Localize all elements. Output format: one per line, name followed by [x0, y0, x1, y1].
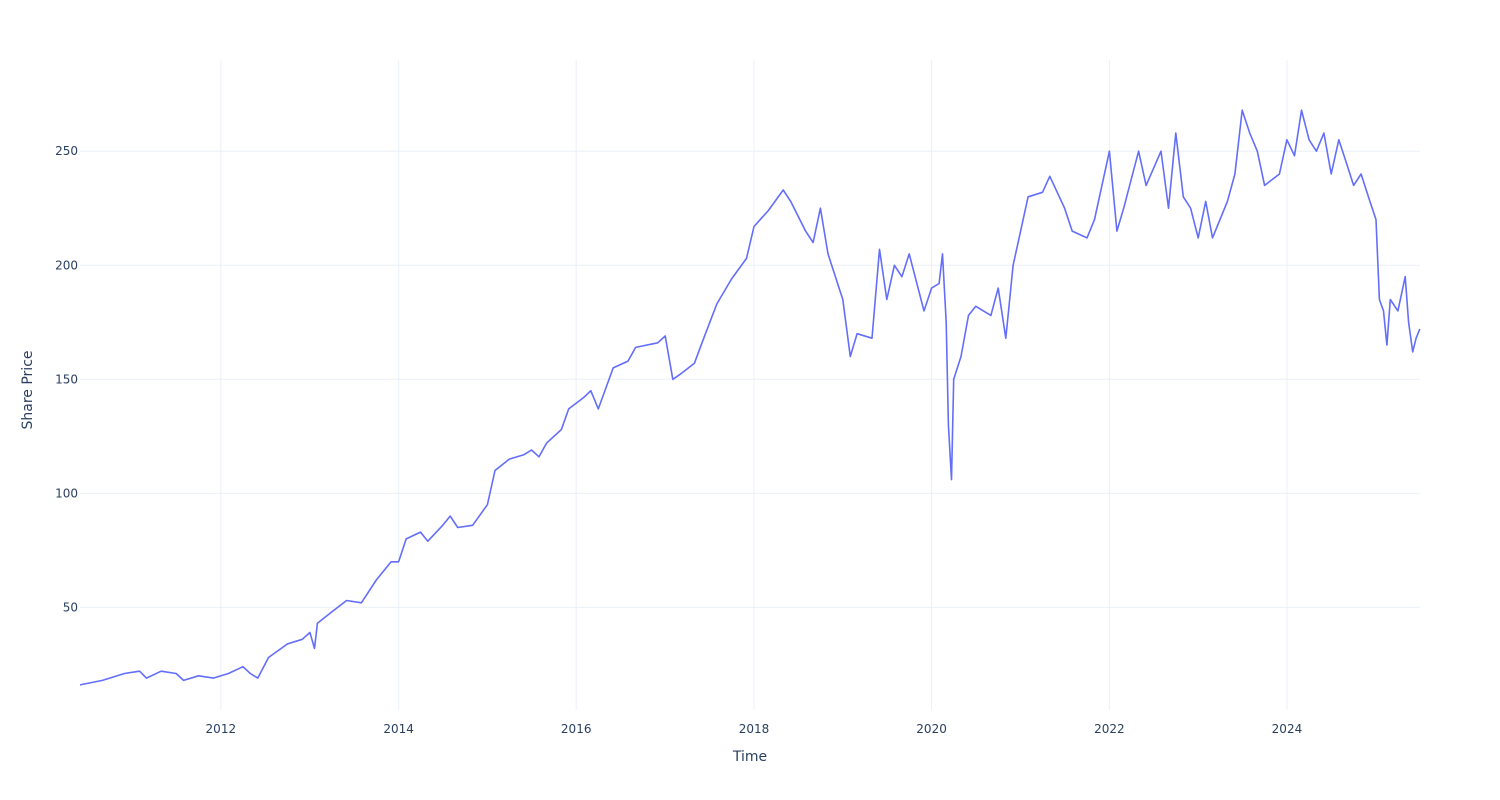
y-tick-label: 150 — [55, 372, 78, 386]
y-tick-label: 250 — [55, 144, 78, 158]
x-grid — [220, 60, 1288, 710]
y-tick-label: 200 — [55, 258, 78, 272]
x-tick-labels: 2012 2014 2016 2018 2020 2022 2024 — [206, 722, 1303, 736]
x-tick-label: 2020 — [916, 722, 947, 736]
y-tick-labels: 50 100 150 200 250 — [55, 144, 78, 614]
y-tick-label: 100 — [55, 486, 78, 500]
share-price-line — [79, 109, 1421, 686]
x-tick-label: 2014 — [383, 722, 414, 736]
series-layer — [79, 109, 1421, 686]
y-axis-title: Share Price — [20, 350, 36, 429]
x-tick-label: 2016 — [561, 722, 592, 736]
x-tick-label: 2024 — [1272, 722, 1303, 736]
x-tick-label: 2012 — [206, 722, 237, 736]
x-tick-label: 2018 — [739, 722, 770, 736]
y-grid — [80, 150, 1420, 608]
x-tick-label: 2022 — [1094, 722, 1125, 736]
x-axis-title: Time — [732, 749, 767, 765]
y-tick-label: 50 — [63, 600, 78, 614]
